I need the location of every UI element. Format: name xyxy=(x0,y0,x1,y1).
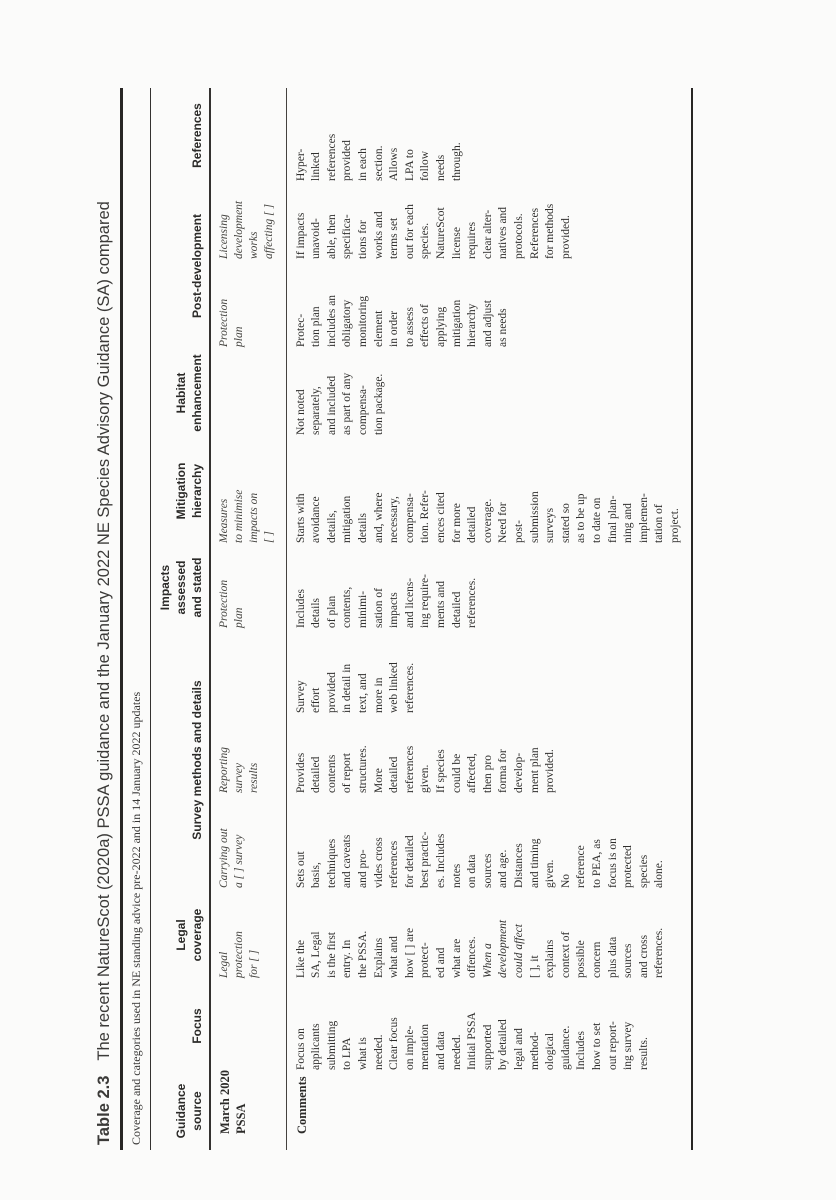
march-cell-mitigation: Measures to minimise impacts on[ ] xyxy=(217,489,275,543)
header-row: Guidance source Focus Legal coverage Sur… xyxy=(151,88,209,1150)
col-header-references: References xyxy=(190,103,204,168)
comments-cell-survey-effort: Survey effort provided in detail in text, an… xyxy=(294,662,416,713)
comments-cell-impacts: Includes details of plan contents, minimi-sa… xyxy=(294,574,479,628)
col-header-legal-coverage: Legal coverage xyxy=(174,908,204,962)
comments-cell-references: Hyper-linked references provided in each sec… xyxy=(294,133,463,181)
col-header-guidance-source: Guidance source xyxy=(174,1083,204,1139)
march-cell-survey-carrying-out: Carrying out a [ ] survey xyxy=(217,828,245,888)
comments-cell-post-licensing: If impacts unavoid-able, then specifica-ti… xyxy=(294,203,572,259)
comments-cell-post-protection-plan: Protec-tion plan includes an obligatory mon… xyxy=(294,294,510,347)
col-header-impacts: Impacts assessed and stated xyxy=(158,557,204,618)
row-comments: Comments Focus on applicants submitting to … xyxy=(287,88,691,1150)
march-cell-post-protection-plan: Protection plan xyxy=(217,298,245,347)
col-header-mitigation-hierarchy: Mitigation hierarchy xyxy=(174,462,204,520)
col-header-habitat-enhancement: Habitat enhancement xyxy=(174,354,204,432)
table-caption: Table 2.3 The recent NatureScot (2020a) P… xyxy=(93,88,120,1150)
col-header-post-development: Post-development xyxy=(190,214,204,319)
col-header-focus: Focus xyxy=(190,1008,204,1044)
march-cell-survey-reporting: Reporting survey results xyxy=(217,747,260,793)
table-title: The recent NatureScot (2020a) PSSA guida… xyxy=(95,201,113,1061)
table-number: Table 2.3 xyxy=(95,1075,113,1145)
comments-cell-survey-carrying-out: Sets out basis, techniques and caveats and p… xyxy=(294,831,666,888)
col-header-survey-methods: Survey methods and details xyxy=(190,680,204,840)
row-march-2020-pssa: March 2020 PSSA Legal protection for [ ] C… xyxy=(211,88,286,1150)
march-cell-post-licensing: Licensing development works affecting [ ] xyxy=(217,200,275,259)
march-cell-legal-coverage: Legal protection for [ ] xyxy=(217,931,260,978)
row-label-march-2020-pssa: March 2020 PSSA xyxy=(217,1070,248,1134)
comments-cell-survey-reporting: Provides detailed contents of report structu… xyxy=(294,745,557,793)
table-subtitle: Coverage and categories used in NE stand… xyxy=(128,691,143,1145)
rotated-table: Table 2.3 The recent NatureScot (2020a) P… xyxy=(93,88,693,1150)
comments-cell-habitat: Not noted separately, and included as part … xyxy=(294,372,385,435)
march-cell-impacts: Protection plan xyxy=(217,579,245,628)
comments-cell-legal-coverage: Like the SA, Legal is the first entry. In th… xyxy=(294,919,666,978)
rule-bottom xyxy=(690,88,693,1150)
row-label-comments: Comments xyxy=(294,1076,309,1134)
comments-cell-focus: Focus on applicants submitting to LPA what i… xyxy=(294,1012,650,1070)
comments-cell-mitigation: Starts with avoidance details, mitigation de… xyxy=(294,490,681,543)
